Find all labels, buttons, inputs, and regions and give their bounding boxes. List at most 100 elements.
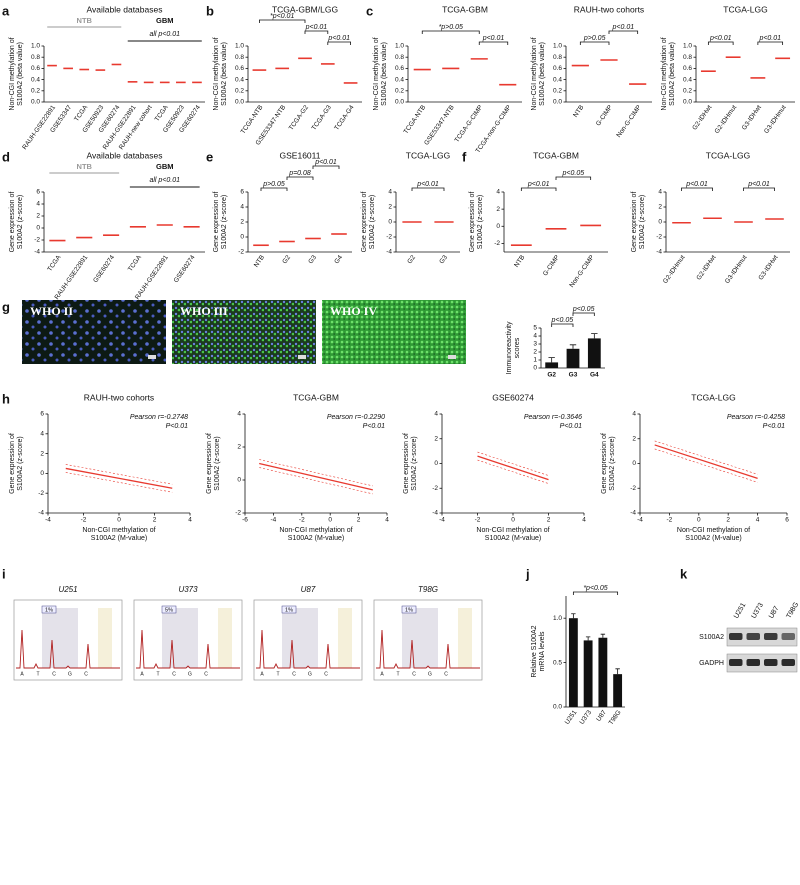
y-tick-label: -4 bbox=[630, 510, 636, 517]
base-label: T bbox=[396, 671, 399, 677]
x-tick-label: 2 bbox=[153, 517, 157, 524]
bracket bbox=[260, 187, 288, 191]
annotation: *p<0.01 bbox=[270, 13, 294, 20]
panel-letter: k bbox=[680, 566, 688, 581]
fit-band bbox=[654, 440, 758, 475]
bracket bbox=[579, 41, 610, 45]
x-tick-label: NTB bbox=[572, 104, 585, 119]
y-tick-label: 1.0 bbox=[683, 43, 692, 50]
percent-box bbox=[281, 605, 297, 614]
x-tick-label: 4 bbox=[188, 517, 192, 524]
annotation: p<0.05 bbox=[551, 317, 574, 324]
annotation: p<0.05 bbox=[572, 306, 595, 313]
base-label: C bbox=[324, 671, 328, 677]
y-axis-label: Gene expression of bbox=[631, 192, 638, 253]
panel-letter: d bbox=[2, 149, 10, 164]
y-tick-label: -2 bbox=[630, 485, 636, 492]
y-tick-label: 0.8 bbox=[31, 54, 40, 61]
base-label: A bbox=[380, 671, 384, 677]
x-tick-label: TCGA bbox=[73, 104, 89, 123]
y-tick-label: 0.2 bbox=[235, 88, 244, 95]
plot-title: TCGA-LGG bbox=[723, 4, 767, 14]
y-tick-label: 4 bbox=[658, 189, 662, 196]
x-tick-label: -2 bbox=[667, 517, 673, 524]
annotation: P<0.01 bbox=[560, 423, 582, 430]
y-axis-label: S100A2 (beta value) bbox=[669, 42, 676, 106]
x-tick-label: G4 bbox=[590, 372, 599, 379]
y-tick-label: 0 bbox=[237, 477, 241, 484]
plot-title: TCGA-GBM bbox=[293, 392, 339, 402]
y-tick-label: 0.0 bbox=[395, 99, 404, 106]
shaded-region bbox=[218, 608, 232, 668]
y-axis-label: S100A2 (z-score) bbox=[221, 195, 228, 249]
y-axis-label: Non-CGI methylation of bbox=[373, 37, 380, 110]
x-tick-label: G3 bbox=[438, 254, 449, 265]
plot-title: TCGA-GBM bbox=[533, 150, 579, 160]
y-axis-label: Non-CGI methylation of bbox=[531, 37, 538, 110]
band-label: GADPH bbox=[699, 660, 724, 667]
y-tick-label: 0.0 bbox=[553, 99, 562, 106]
plot-title: TCGA-GBM/LGG bbox=[272, 4, 338, 14]
x-tick-label: -4 bbox=[45, 517, 51, 524]
x-tick-label: G-CIMP bbox=[542, 254, 561, 277]
y-axis-label: Gene expression of bbox=[9, 192, 16, 253]
x-tick-label: GSE60274 bbox=[173, 254, 197, 284]
y-tick-label: 4 bbox=[237, 411, 241, 418]
x-tick-label: 2 bbox=[357, 517, 361, 524]
y-tick-label: -4 bbox=[34, 249, 40, 256]
y-tick-label: 0.8 bbox=[395, 54, 404, 61]
x-tick-label: TCGA bbox=[46, 254, 62, 273]
annotation: p<0.01 bbox=[758, 35, 781, 42]
y-axis-label: Gene expression of bbox=[9, 433, 16, 494]
y-axis-label: Gene expression of bbox=[206, 433, 213, 494]
lane-label: U87 bbox=[768, 605, 781, 620]
bracket bbox=[707, 41, 734, 45]
annotation: p>0.05 bbox=[262, 181, 285, 188]
panel-letter: f bbox=[462, 149, 467, 164]
shaded-region bbox=[338, 608, 352, 668]
shaded-region bbox=[402, 608, 438, 668]
annotation: p<0.01 bbox=[416, 181, 439, 188]
y-tick-label: -2 bbox=[494, 240, 500, 247]
base-label: A bbox=[260, 671, 264, 677]
y-axis-label: S100A2 (z-score) bbox=[639, 195, 646, 249]
bracket bbox=[478, 41, 509, 45]
y-axis-label: Non-CGI methylation of bbox=[661, 37, 668, 110]
bar bbox=[613, 674, 623, 707]
annotation: p<0.01 bbox=[327, 35, 350, 42]
x-tick-label: 4 bbox=[756, 517, 760, 524]
shaded-region bbox=[282, 608, 318, 668]
micrograph-label: WHO II bbox=[30, 304, 73, 318]
x-tick-label: -2 bbox=[81, 517, 87, 524]
micrograph bbox=[22, 300, 166, 364]
y-axis-label: S100A2 (z-score) bbox=[477, 195, 484, 249]
base-label: G bbox=[68, 671, 72, 677]
y-tick-label: 0 bbox=[496, 223, 500, 230]
bracket bbox=[304, 30, 329, 34]
y-tick-label: -2 bbox=[235, 510, 241, 517]
y-axis-label: scores bbox=[514, 337, 521, 358]
blot-strip bbox=[726, 653, 798, 673]
y-tick-label: 0.6 bbox=[553, 65, 562, 72]
y-axis-label: S100A2 (z-score) bbox=[17, 195, 24, 249]
bracket bbox=[312, 165, 340, 169]
annotation: Pearson r=-0.2748 bbox=[130, 414, 188, 421]
y-tick-label: 5 bbox=[533, 325, 537, 332]
y-tick-label: 3 bbox=[533, 341, 537, 348]
base-label: C bbox=[84, 671, 88, 677]
y-tick-label: 6 bbox=[36, 189, 40, 196]
x-tick-label: 0 bbox=[697, 517, 701, 524]
x-tick-label: G3-IDHwt bbox=[741, 104, 763, 132]
blot-band bbox=[746, 633, 760, 640]
percent-label: 1% bbox=[285, 607, 293, 613]
x-tick-label: G4 bbox=[333, 254, 344, 265]
x-axis-label: Non-CGI methylation of bbox=[279, 527, 352, 534]
y-axis-label: S100A2 (z-score) bbox=[214, 436, 221, 490]
x-axis-label: S100A2 (M-value) bbox=[485, 535, 541, 542]
bracket bbox=[551, 323, 574, 327]
x-tick-label: G3-IDHmut bbox=[763, 104, 788, 135]
fit-band bbox=[65, 464, 173, 485]
bracket bbox=[327, 41, 351, 45]
x-tick-label: -4 bbox=[637, 517, 643, 524]
